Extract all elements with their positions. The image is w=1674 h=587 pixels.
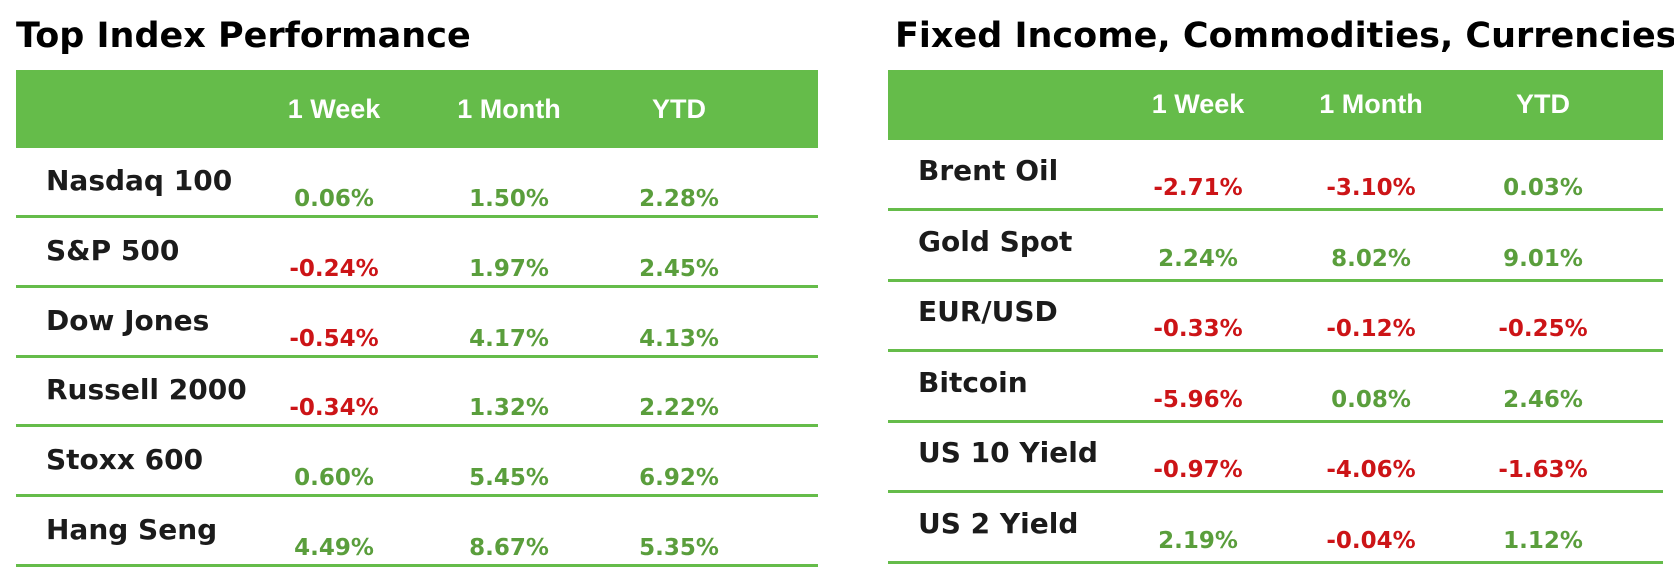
row-label: Russell 2000 — [46, 373, 247, 406]
table-row: Stoxx 600 0.60% 5.45% 6.92% — [16, 427, 818, 497]
value-ytd: 1.12% — [1503, 528, 1583, 554]
table-row: S&P 500 -0.24% 1.97% 2.45% — [16, 218, 818, 288]
table-row: US 10 Yield -0.97% -4.06% -1.63% — [888, 422, 1663, 493]
value-1-month: 8.02% — [1331, 246, 1411, 272]
column-header-1-week: 1 Week — [287, 94, 381, 124]
row-label: US 2 Yield — [918, 507, 1079, 540]
value-1-month: 8.67% — [469, 535, 549, 561]
table-row: Gold Spot 2.24% 8.02% 9.01% — [888, 211, 1663, 282]
value-ytd: 4.13% — [639, 326, 719, 352]
value-ytd: -0.25% — [1498, 316, 1588, 342]
value-1-month: 1.32% — [469, 395, 549, 421]
value-1-month: 5.45% — [469, 465, 549, 491]
column-header-ytd: YTD — [1516, 89, 1570, 119]
value-ytd: 2.28% — [639, 186, 719, 212]
value-ytd: 2.45% — [639, 256, 719, 282]
value-ytd: 2.46% — [1503, 387, 1583, 413]
value-ytd: -1.63% — [1498, 457, 1588, 483]
row-label: EUR/USD — [918, 295, 1058, 328]
table-row: US 2 Yield 2.19% -0.04% 1.12% — [888, 493, 1663, 564]
value-1-week: -0.33% — [1153, 316, 1243, 342]
value-1-week: 0.60% — [294, 465, 374, 491]
column-header-1-month: 1 Month — [1319, 89, 1423, 119]
value-1-week: 2.19% — [1158, 528, 1238, 554]
row-label: Bitcoin — [918, 366, 1028, 399]
table-row: Russell 2000 -0.34% 1.32% 2.22% — [16, 357, 818, 427]
row-label: Gold Spot — [918, 225, 1073, 258]
value-1-month: 0.08% — [1331, 387, 1411, 413]
row-label: Brent Oil — [918, 154, 1059, 187]
value-1-week: -0.54% — [289, 326, 379, 352]
column-header-1-week: 1 Week — [1151, 89, 1245, 119]
value-1-week: -0.34% — [289, 395, 379, 421]
table-row: Bitcoin -5.96% 0.08% 2.46% — [888, 352, 1663, 423]
value-1-week: -5.96% — [1153, 387, 1243, 413]
value-ytd: 9.01% — [1503, 246, 1583, 272]
value-ytd: 2.22% — [639, 395, 719, 421]
row-label: Hang Seng — [46, 513, 218, 546]
value-1-week: -0.24% — [289, 256, 379, 282]
value-1-week: -0.97% — [1153, 457, 1243, 483]
column-header-1-month: 1 Month — [457, 94, 561, 124]
panel-title: Fixed Income, Commodities, Currencies — [895, 16, 1674, 56]
value-ytd: 6.92% — [639, 465, 719, 491]
table-row: Brent Oil -2.71% -3.10% 0.03% — [888, 140, 1663, 211]
table-row: Hang Seng 4.49% 8.67% 5.35% — [16, 497, 818, 567]
row-label: S&P 500 — [46, 234, 180, 267]
row-label: US 10 Yield — [918, 436, 1098, 469]
value-1-month: -3.10% — [1326, 175, 1416, 201]
table-header: 1 Week 1 Month YTD — [16, 70, 818, 148]
value-1-week: 4.49% — [294, 535, 374, 561]
value-1-week: 2.24% — [1158, 246, 1238, 272]
row-label: Dow Jones — [46, 304, 210, 337]
table-header: 1 Week 1 Month YTD — [888, 70, 1663, 140]
value-1-month: 4.17% — [469, 326, 549, 352]
row-label: Stoxx 600 — [46, 443, 204, 476]
table-row: EUR/USD -0.33% -0.12% -0.25% — [888, 281, 1663, 352]
value-ytd: 5.35% — [639, 535, 719, 561]
value-1-week: -2.71% — [1153, 175, 1243, 201]
value-1-month: -0.12% — [1326, 316, 1416, 342]
table-row: Nasdaq 100 0.06% 1.50% 2.28% — [16, 148, 818, 218]
panel-title: Top Index Performance — [16, 16, 471, 56]
column-header-ytd: YTD — [652, 94, 706, 124]
value-1-month: -4.06% — [1326, 457, 1416, 483]
value-1-month: 1.97% — [469, 256, 549, 282]
value-1-month: -0.04% — [1326, 528, 1416, 554]
table-row: Dow Jones -0.54% 4.17% 4.13% — [16, 288, 818, 358]
value-ytd: 0.03% — [1503, 175, 1583, 201]
value-1-week: 0.06% — [294, 186, 374, 212]
value-1-month: 1.50% — [469, 186, 549, 212]
row-label: Nasdaq 100 — [46, 164, 233, 197]
